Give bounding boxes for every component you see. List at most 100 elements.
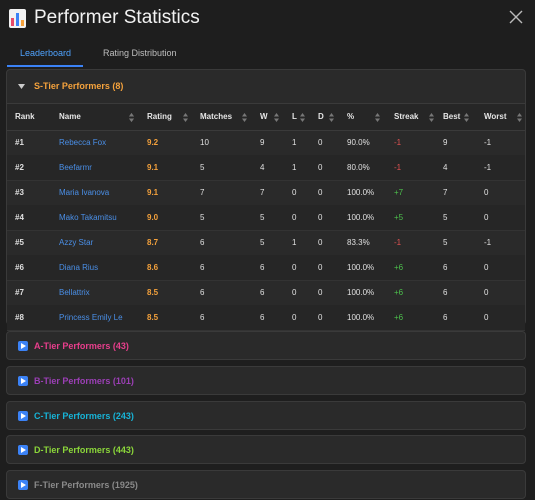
cell-best: 5 [443,213,448,222]
column-header-worst[interactable]: Worst [484,112,507,121]
cell-rating: 9.1 [147,163,159,172]
cell-matches: 6 [200,238,205,247]
sort-arrows-icon[interactable] [464,113,469,122]
s-tier-panel: S-Tier Performers (8) Rank Name Rating Matc… [6,69,526,331]
cell-rank: #8 [15,313,24,322]
cell-l: 0 [292,263,297,272]
column-header-l[interactable]: L [292,112,297,121]
table-header: Rank Name Rating Matches W L D% Streak Best Worst [7,103,525,131]
cell-rank: #2 [15,163,24,172]
cell-streak: -1 [394,163,402,172]
cell-name[interactable]: Rebecca Fox [59,138,107,147]
cell-streak: +6 [394,313,404,322]
table-row[interactable]: #5 Azzy Star 8.7 6 5 1 0 83.3% -1 5 -1 [7,230,525,256]
table-row[interactable]: #2 Beefarmr 9.1 5 4 1 0 80.0% -1 4 -1 [7,155,525,181]
cell-w: 5 [260,238,265,247]
cell-l: 1 [292,163,297,172]
column-header-matches[interactable]: Matches [200,112,233,121]
cell-streak: +6 [394,288,404,297]
table-row[interactable]: #7 Bellattrix 8.5 6 6 0 0 100.0% +6 6 0 [7,280,525,306]
a-tier-panel[interactable]: A-Tier Performers (43) [6,331,526,360]
cell-rating: 8.7 [147,238,159,247]
table-row[interactable]: #3 Maria Ivanova 9.1 7 7 0 0 100.0% +7 7 0 [7,180,525,206]
tab-leaderboard[interactable]: Leaderboard [20,48,72,58]
sort-arrows-icon[interactable] [274,113,279,122]
cell-pct: 100.0% [347,263,375,272]
cell-name[interactable]: Beefarmr [59,163,92,172]
cell-rank: #1 [15,138,24,147]
cell-worst: 0 [484,213,489,222]
column-header-w[interactable]: W [260,112,268,121]
cell-best: 9 [443,138,448,147]
cell-name[interactable]: Princess Emily Le [59,313,123,322]
cell-matches: 10 [200,138,209,147]
cell-d: 0 [318,163,323,172]
column-header-d[interactable]: D [318,112,324,121]
cell-pct: 90.0% [347,138,370,147]
column-header-rank[interactable]: Rank [15,112,35,121]
cell-name[interactable]: Maria Ivanova [59,188,110,197]
s-tier-header[interactable]: S-Tier Performers (8) [7,70,525,103]
cell-rating: 9.0 [147,213,159,222]
cell-w: 7 [260,188,265,197]
cell-rating: 9.1 [147,188,159,197]
cell-rank: #7 [15,288,24,297]
cell-d: 0 [318,188,323,197]
tab-bar: Leaderboard Rating Distribution [0,42,535,68]
cell-d: 0 [318,288,323,297]
close-icon[interactable] [507,8,525,26]
f-tier-panel[interactable]: F-Tier Performers (1925) [6,470,526,499]
cell-name[interactable]: Diana Rius [59,263,99,272]
column-header-streak[interactable]: Streak [394,112,419,121]
sort-arrows-icon[interactable] [300,113,305,122]
cell-l: 1 [292,138,297,147]
cell-pct: 83.3% [347,238,370,247]
b-tier-panel[interactable]: B-Tier Performers (101) [6,366,526,395]
cell-worst: -1 [484,163,492,172]
a-tier-label: A-Tier Performers (43) [34,341,129,351]
column-header-best[interactable]: Best [443,112,461,121]
column-header-rating[interactable]: Rating [147,112,172,121]
cell-worst: 0 [484,263,489,272]
sort-arrows-icon[interactable] [375,113,380,122]
cell-w: 6 [260,313,265,322]
sort-arrows-icon[interactable] [517,113,522,122]
cell-worst: -1 [484,238,492,247]
table-row[interactable]: #4 Mako Takamitsu 9.0 5 5 0 0 100.0% +5 5 0 [7,205,525,231]
cell-name[interactable]: Azzy Star [59,238,94,247]
cell-matches: 5 [200,163,205,172]
cell-pct: 80.0% [347,163,370,172]
cell-l: 0 [292,313,297,322]
sort-arrows-icon[interactable] [183,113,188,122]
cell-d: 0 [318,263,323,272]
cell-best: 6 [443,313,448,322]
cell-rank: #3 [15,188,24,197]
sort-arrows-icon[interactable] [329,113,334,122]
column-header-pct[interactable]: % [347,112,355,121]
cell-matches: 6 [200,313,205,322]
cell-l: 0 [292,213,297,222]
cell-name[interactable]: Bellattrix [59,288,90,297]
cell-pct: 100.0% [347,213,375,222]
c-tier-panel[interactable]: C-Tier Performers (243) [6,401,526,430]
cell-rank: #5 [15,238,24,247]
sort-arrows-icon[interactable] [242,113,247,122]
column-header-name[interactable]: Name [59,112,81,121]
sort-arrows-icon[interactable] [129,113,134,122]
table-row[interactable]: #6 Diana Rius 8.6 6 6 0 0 100.0% +6 6 0 [7,255,525,281]
sort-arrows-icon[interactable] [429,113,434,122]
table-row[interactable]: #8 Princess Emily Le 8.5 6 6 0 0 100.0% +6 6 0 [7,305,525,331]
cell-name[interactable]: Mako Takamitsu [59,213,117,222]
cell-streak: -1 [394,238,402,247]
cell-rank: #6 [15,263,24,272]
cell-l: 0 [292,288,297,297]
cell-w: 6 [260,288,265,297]
tab-rating-distribution[interactable]: Rating Distribution [103,48,177,58]
table-row[interactable]: #1 Rebecca Fox 9.2 10 9 1 0 90.0% -1 9 -1 [7,130,525,156]
cell-best: 7 [443,188,448,197]
cell-streak: +6 [394,263,404,272]
f-tier-label: F-Tier Performers (1925) [34,480,138,490]
cell-rating: 9.2 [147,138,159,147]
cell-worst: 0 [484,313,489,322]
d-tier-panel[interactable]: D-Tier Performers (443) [6,435,526,464]
